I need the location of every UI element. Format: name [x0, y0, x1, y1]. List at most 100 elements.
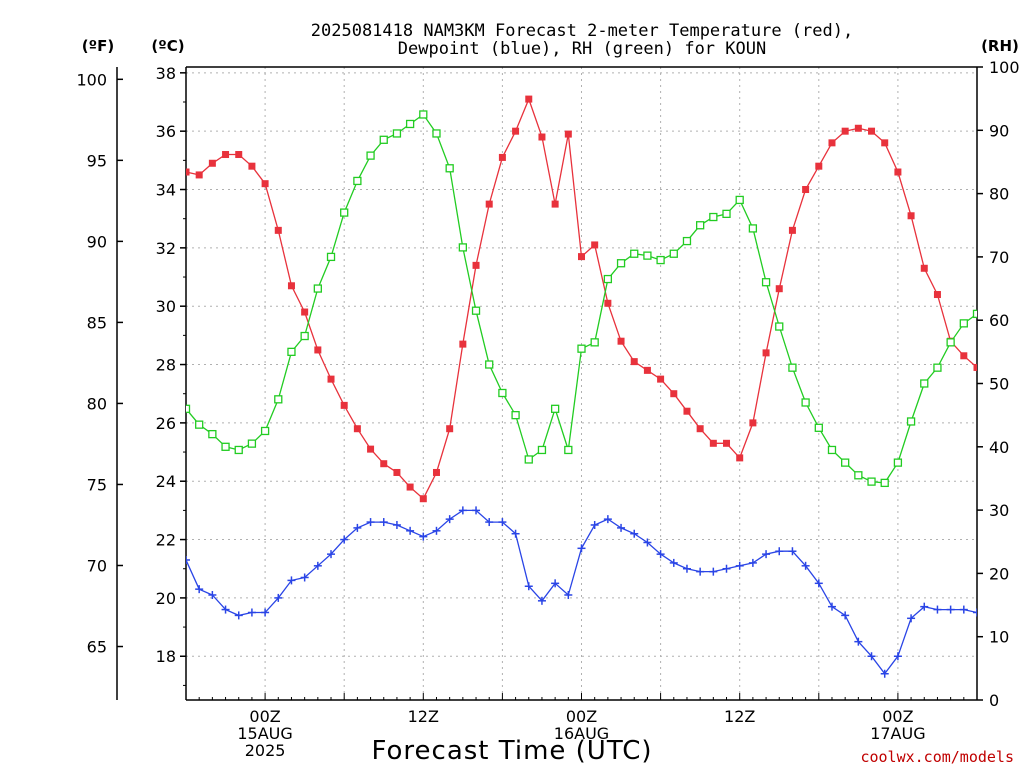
dewpoint-point [603, 515, 612, 524]
temperature-point [186, 168, 190, 176]
temperature-point [973, 363, 977, 371]
temperature-point [446, 425, 454, 433]
dewpoint-point [419, 532, 428, 541]
dewpoint-point [762, 550, 771, 559]
fahrenheit-tick-label: 100 [76, 70, 107, 89]
dewpoint-point [247, 608, 256, 617]
temperature-point [604, 299, 612, 307]
temperature-point [538, 133, 546, 141]
dewpoint-point [827, 602, 836, 611]
temperature-point [287, 282, 295, 290]
temperature-point [683, 407, 691, 415]
dewpoint-point [208, 590, 217, 599]
rh-point [366, 151, 375, 160]
fahrenheit-tick-label: 70 [87, 556, 107, 575]
temperature-point [617, 337, 625, 345]
temperature-point [472, 261, 480, 269]
rh-point [841, 458, 850, 467]
dewpoint-point [234, 611, 243, 620]
dewpoint-point [221, 605, 230, 614]
temperature-point [512, 127, 520, 135]
rh-point [524, 455, 533, 464]
dewpoint-point [313, 561, 322, 570]
rh-point [893, 458, 903, 467]
temperature-point [960, 352, 968, 360]
temperature-point [419, 495, 427, 503]
temperature-point [749, 419, 757, 427]
temperature-point [195, 171, 203, 179]
temperature-point [841, 127, 849, 135]
temperature-point [406, 483, 414, 491]
temperature-point [235, 151, 243, 159]
dewpoint-point [801, 561, 810, 570]
dewpoint-point [735, 561, 744, 570]
dewpoint-point [656, 550, 665, 559]
rh-point [458, 243, 468, 252]
celsius-tick-label: 36 [156, 122, 176, 141]
series-dewpoint [186, 506, 977, 678]
dewpoint-point [195, 585, 204, 594]
temperature-point [485, 200, 493, 208]
rh-point [880, 478, 889, 488]
fahrenheit-tick-label: 65 [87, 638, 107, 657]
rh-point [313, 284, 322, 293]
dewpoint-point [274, 593, 283, 602]
rh-point [920, 379, 929, 388]
rh-point [775, 322, 784, 331]
rh-point [801, 398, 810, 407]
dewpoint-point [186, 555, 190, 564]
temperature-point [367, 445, 375, 453]
rh-tick-label: 0 [989, 691, 999, 710]
temperature-point [643, 366, 651, 374]
dewpoint-point [880, 669, 889, 678]
rh-point [405, 119, 415, 129]
fahrenheit-tick-label: 90 [87, 232, 107, 251]
rh-point [656, 255, 665, 265]
series-rh [186, 110, 977, 488]
temperature-point [696, 425, 704, 433]
dewpoint-point [472, 506, 481, 515]
dewpoint-point [775, 547, 784, 556]
rh-point [498, 388, 507, 398]
celsius-tick-label: 28 [156, 356, 176, 375]
dewpoint-point [748, 558, 757, 567]
temperature-point [208, 159, 216, 167]
dewpoint-point [682, 564, 691, 573]
celsius-tick-label: 22 [156, 531, 176, 550]
rh-point [471, 306, 481, 315]
x-tick-label: 16AUG [554, 724, 609, 743]
fahrenheit-tick-label: 85 [87, 313, 107, 332]
rh-point [340, 208, 349, 217]
temperature-point [393, 468, 401, 476]
rh-tick-label: 10 [989, 628, 1009, 647]
temperature-point [670, 390, 678, 398]
temperature-point [723, 439, 731, 447]
rh-tick-label: 60 [989, 311, 1009, 330]
rh-point [933, 363, 942, 372]
rh-point [854, 471, 863, 480]
temperature-point [762, 349, 770, 357]
dewpoint-point [353, 523, 362, 532]
temperature-point [340, 401, 348, 409]
rh-point [761, 278, 771, 287]
dewpoint-point [432, 526, 441, 535]
rh-tick-label: 80 [989, 185, 1009, 204]
fahrenheit-axis-unit: (ºF) [82, 37, 114, 55]
rh-point [274, 395, 283, 404]
rh-axis-unit: (RH) [981, 37, 1019, 55]
x-tick-label: 15AUG [237, 724, 292, 743]
rh-point [186, 404, 191, 413]
dewpoint-point [524, 582, 533, 591]
fahrenheit-tick-label: 80 [87, 394, 107, 413]
temperature-point [353, 425, 361, 433]
temperature-point [314, 346, 322, 354]
dewpoint-point [841, 611, 850, 620]
temperature-point [815, 162, 823, 170]
temperature-point [920, 264, 928, 272]
rh-point [260, 426, 270, 436]
rh-point [287, 347, 296, 357]
temperature-point [894, 168, 902, 176]
temperature-point [881, 139, 889, 147]
temperature-point [630, 358, 638, 366]
